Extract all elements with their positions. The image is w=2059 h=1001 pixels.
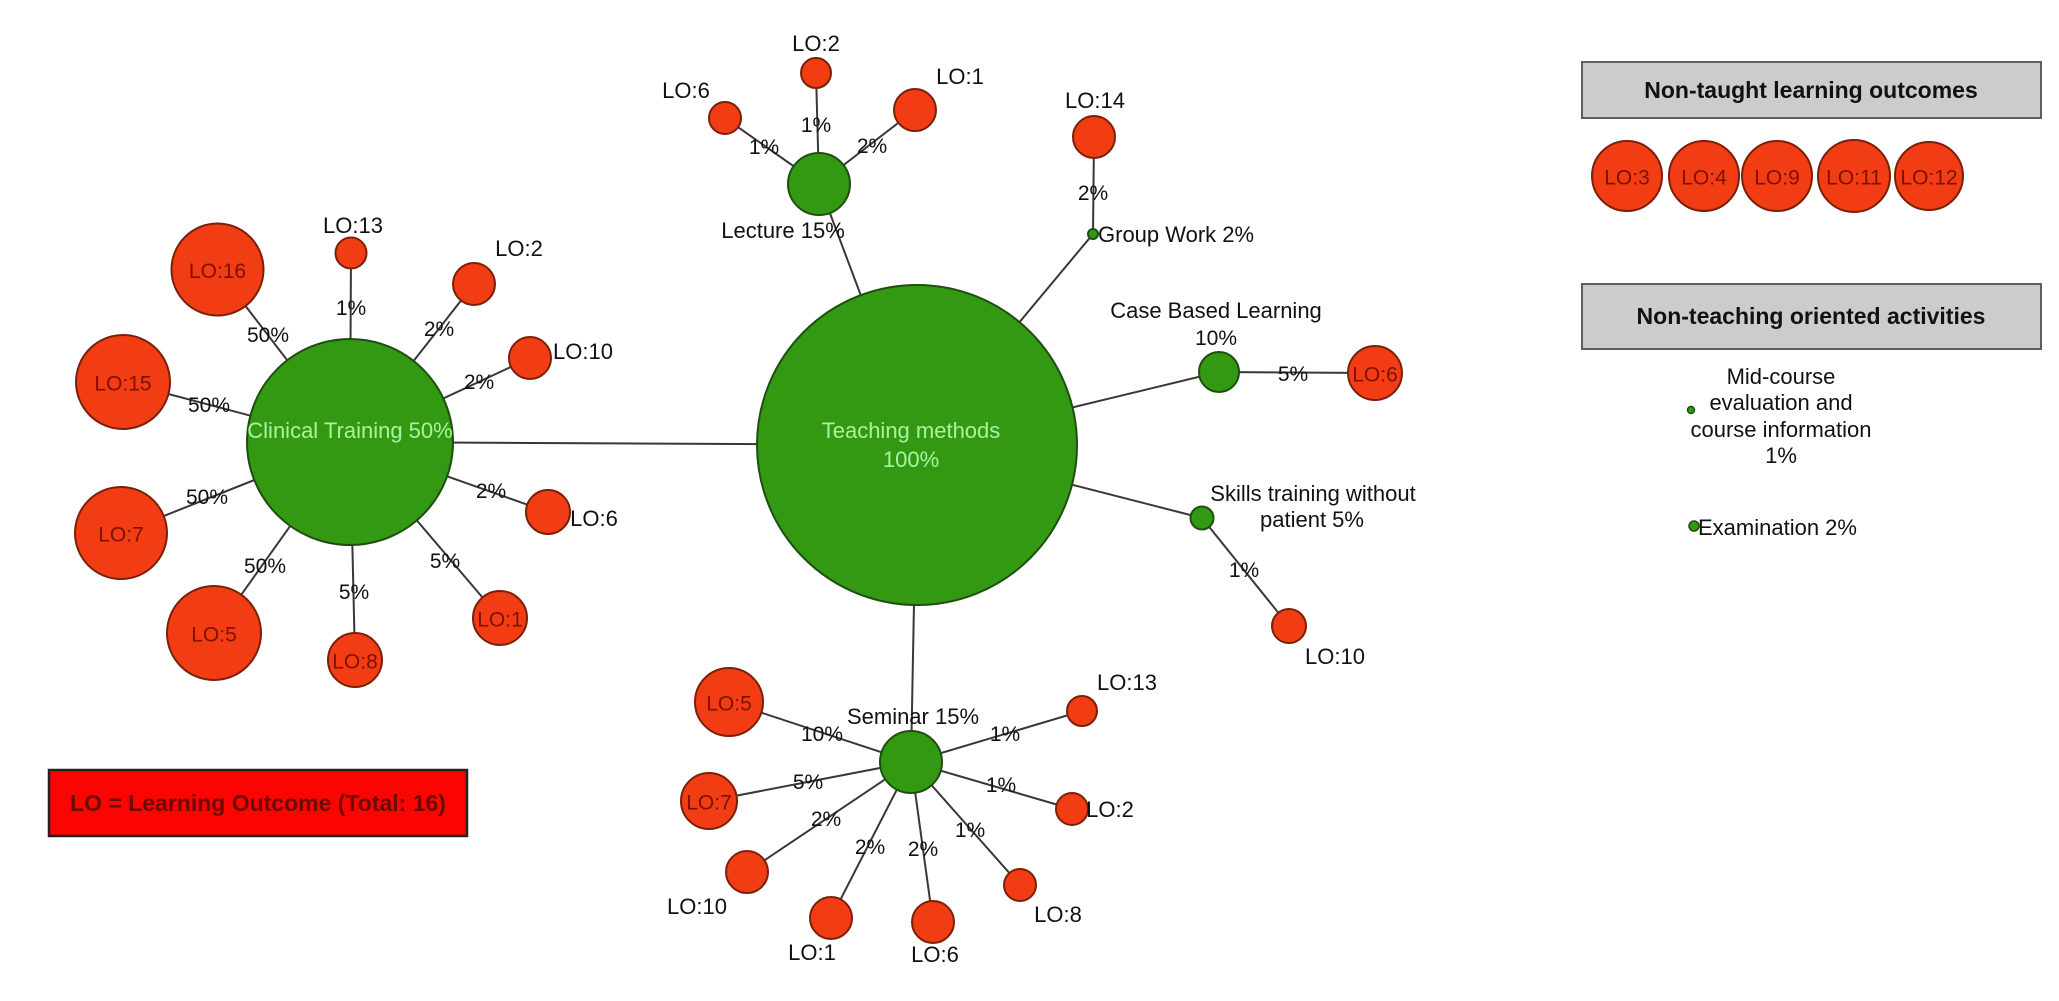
svg-text:patient 5%: patient 5% [1260,507,1364,532]
svg-text:1%: 1% [749,136,779,159]
svg-text:50%: 50% [188,394,230,417]
svg-text:LO:2: LO:2 [495,236,543,261]
svg-text:LO:2: LO:2 [792,31,840,56]
svg-text:50%: 50% [244,555,286,578]
svg-text:5%: 5% [793,771,823,794]
svg-text:LO:5: LO:5 [191,624,237,647]
svg-text:Mid-course: Mid-course [1727,364,1836,389]
svg-text:Examination 2%: Examination 2% [1698,515,1857,540]
svg-text:1%: 1% [955,819,985,842]
svg-text:LO:15: LO:15 [94,373,151,396]
svg-text:LO:9: LO:9 [1754,167,1800,190]
svg-text:LO:6: LO:6 [570,506,618,531]
svg-text:2%: 2% [908,838,938,861]
svg-text:1%: 1% [986,774,1016,797]
svg-text:LO:10: LO:10 [553,339,613,364]
svg-text:evaluation and: evaluation and [1709,390,1852,415]
svg-text:LO:1: LO:1 [936,64,984,89]
svg-text:LO:11: LO:11 [1826,167,1882,190]
svg-text:LO:8: LO:8 [1034,902,1082,927]
svg-text:1%: 1% [990,723,1020,746]
svg-text:LO:10: LO:10 [667,894,727,919]
svg-text:10%: 10% [1195,327,1237,350]
svg-text:2%: 2% [476,480,506,503]
svg-text:Case Based Learning: Case Based Learning [1110,298,1322,323]
svg-text:50%: 50% [247,324,289,347]
svg-text:Seminar 15%: Seminar 15% [847,704,979,729]
svg-text:2%: 2% [855,836,885,859]
svg-text:LO:6: LO:6 [662,78,710,103]
svg-text:LO:4: LO:4 [1681,167,1727,190]
svg-text:100%: 100% [883,447,939,472]
svg-text:2%: 2% [857,135,887,158]
svg-text:10%: 10% [801,723,843,746]
svg-text:2%: 2% [464,371,494,394]
svg-text:LO:13: LO:13 [1097,670,1157,695]
svg-text:LO:14: LO:14 [1065,88,1125,113]
svg-text:2%: 2% [1078,182,1108,205]
svg-text:LO:2: LO:2 [1086,797,1134,822]
svg-text:Skills training without: Skills training without [1210,481,1415,506]
svg-text:LO:3: LO:3 [1604,167,1650,190]
svg-text:LO:6: LO:6 [1352,364,1398,387]
svg-text:50%: 50% [186,486,228,509]
svg-text:Lecture 15%: Lecture 15% [721,218,845,243]
svg-text:Group Work 2%: Group Work 2% [1098,222,1254,247]
svg-text:Non-taught learning outcomes: Non-taught learning outcomes [1644,77,1978,103]
svg-text:2%: 2% [811,808,841,831]
svg-text:LO:1: LO:1 [788,940,836,965]
svg-text:LO:7: LO:7 [98,524,144,547]
svg-text:LO:6: LO:6 [911,942,959,967]
svg-text:1%: 1% [1229,559,1259,582]
svg-text:LO = Learning Outcome (Total:: LO = Learning Outcome (Total: 16) [70,790,446,816]
svg-text:LO:16: LO:16 [189,260,246,283]
svg-text:LO:7: LO:7 [686,792,732,815]
svg-text:1%: 1% [1765,443,1797,468]
svg-text:1%: 1% [336,297,366,320]
svg-text:LO:1: LO:1 [477,609,523,632]
svg-text:LO:13: LO:13 [323,213,383,238]
svg-text:1%: 1% [801,114,831,137]
svg-text:2%: 2% [424,318,454,341]
svg-text:LO:5: LO:5 [706,693,752,716]
svg-text:LO:10: LO:10 [1305,644,1365,669]
svg-text:5%: 5% [339,581,369,604]
svg-text:LO:12: LO:12 [1900,167,1957,190]
svg-text:course information: course information [1691,417,1872,442]
svg-text:Teaching methods: Teaching methods [822,418,1001,443]
svg-text:Non-teaching oriented activiti: Non-teaching oriented activities [1637,303,1986,329]
svg-text:LO:8: LO:8 [332,651,378,674]
svg-text:Clinical Training 50%: Clinical Training 50% [247,418,452,443]
svg-text:5%: 5% [430,550,460,573]
svg-text:5%: 5% [1278,363,1308,386]
